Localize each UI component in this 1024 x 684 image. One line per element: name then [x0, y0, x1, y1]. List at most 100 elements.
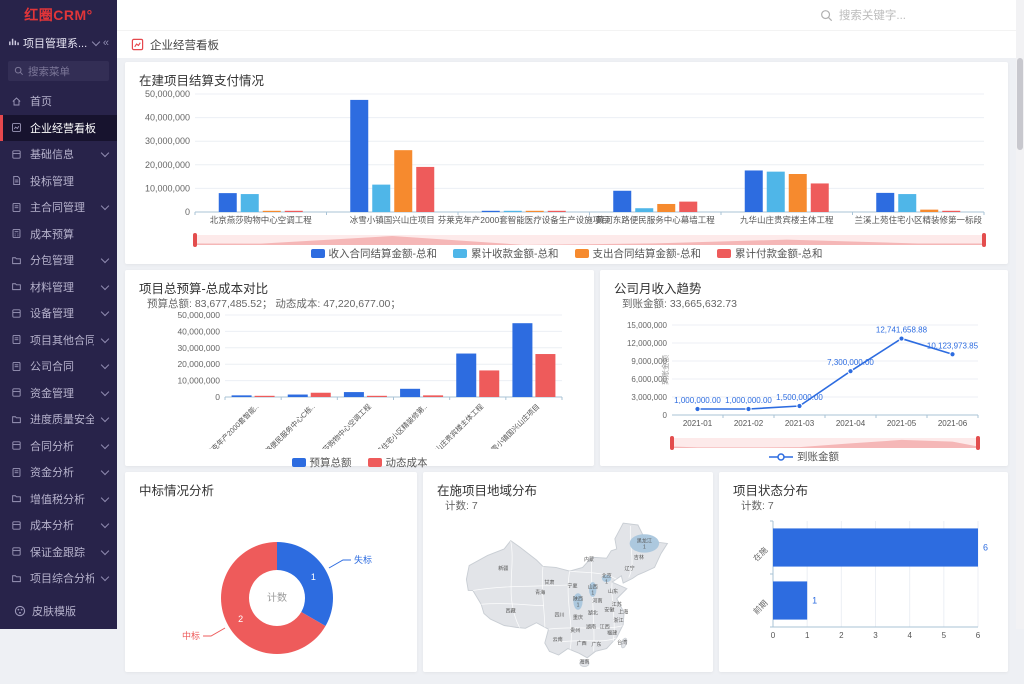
- data-zoom-handle-left[interactable]: [193, 233, 197, 247]
- legend-item[interactable]: 预算总额: [291, 455, 352, 470]
- sidebar-item-5[interactable]: 主合同管理: [0, 194, 117, 221]
- sidebar-collapse-icon[interactable]: «: [102, 37, 109, 49]
- svg-text:6: 6: [983, 543, 988, 553]
- data-zoom-handle-right[interactable]: [976, 436, 980, 450]
- svg-text:2021-04: 2021-04: [836, 419, 866, 428]
- folder-icon: [11, 493, 22, 504]
- sidebar-item-18[interactable]: 保证金跟踪: [0, 539, 117, 566]
- sidebar-item-7[interactable]: 分包管理: [0, 247, 117, 274]
- sidebar-item-12[interactable]: 资金管理: [0, 380, 117, 407]
- svg-text:西藏: 西藏: [506, 608, 516, 615]
- data-zoom-slider[interactable]: [193, 233, 986, 247]
- sidebar-item-8[interactable]: 材料管理: [0, 274, 117, 301]
- sidebar-item-11[interactable]: 公司合同: [0, 353, 117, 380]
- workspace-switcher[interactable]: 项目管理系... «: [0, 30, 117, 56]
- sidebar-item-4[interactable]: 投标管理: [0, 168, 117, 195]
- svg-text:2: 2: [238, 614, 243, 624]
- sidebar-item-16[interactable]: 增值税分析: [0, 486, 117, 513]
- board-icon: [11, 122, 22, 133]
- project-status-hbar-chart[interactable]: 0 1 2 3 4 5 6 在施 6 前期 1: [733, 513, 992, 643]
- svg-text:2021-02: 2021-02: [734, 419, 764, 428]
- svg-text:1: 1: [591, 591, 594, 597]
- svg-text:12,000,000: 12,000,000: [627, 339, 668, 348]
- chevron-down-icon: [100, 493, 110, 502]
- svg-text:10,000,000: 10,000,000: [145, 183, 190, 193]
- chart-title: 在施项目地域分布: [437, 484, 538, 498]
- sidebar-item-label: 项目其他合同: [30, 334, 94, 347]
- svg-text:30,000,000: 30,000,000: [177, 343, 220, 353]
- box-icon: [11, 440, 22, 451]
- chart-title: 在建项目结算支付情况: [139, 74, 265, 88]
- svg-text:5: 5: [942, 631, 947, 640]
- chevron-down-icon: [100, 573, 110, 582]
- svg-text:芬莱克年产2000套智能医疗设备生产设施项目: 芬莱克年产2000套智能医疗设备生产设施项目: [438, 215, 610, 225]
- bid-analysis-donut-chart[interactable]: 1 失标 2 中标 计数: [139, 496, 403, 666]
- data-zoom-handle-left[interactable]: [670, 436, 674, 450]
- svg-text:山西: 山西: [588, 584, 598, 591]
- svg-text:冰雪小镇国兴山庄项目: 冰雪小镇国兴山庄项目: [484, 402, 541, 449]
- sidebar-item-1[interactable]: 首页: [0, 88, 117, 115]
- tab-enterprise-dashboard[interactable]: 企业经营看板: [117, 30, 1024, 58]
- sidebar-item-13[interactable]: 进度质量安全: [0, 406, 117, 433]
- chart-legend: 到账金额: [614, 449, 994, 464]
- svg-text:1: 1: [311, 572, 316, 582]
- svg-text:2021-01: 2021-01: [683, 419, 713, 428]
- monthly-income-line-chart[interactable]: 0 3,000,000 6,000,000 9,000,000 12,000,000 15…: [614, 311, 994, 431]
- sidebar-item-9[interactable]: 设备管理: [0, 300, 117, 327]
- data-zoom-handle-right[interactable]: [982, 233, 986, 247]
- sidebar-item-15[interactable]: 资金分析: [0, 459, 117, 486]
- legend-item[interactable]: 累计付款金额-总和: [717, 246, 823, 261]
- sidebar: 红圈CRM° 项目管理系... « 搜索菜单 首页 企业经营看板 基础信息 投标管理主…: [0, 0, 117, 629]
- svg-text:失标: 失标: [354, 554, 372, 565]
- sidebar-item-label: 分包管理: [30, 255, 74, 268]
- svg-text:到账金额: 到账金额: [660, 355, 670, 385]
- card-bid-analysis: 中标情况分析 1 失标 2 中标 计数: [125, 472, 417, 672]
- svg-text:40,000,000: 40,000,000: [145, 113, 190, 123]
- chevron-down-icon: [100, 387, 110, 396]
- scrollbar-thumb[interactable]: [1017, 58, 1023, 150]
- sidebar-item-label: 进度质量安全: [30, 414, 94, 427]
- box-icon: [11, 387, 22, 398]
- sidebar-item-14[interactable]: 合同分析: [0, 433, 117, 460]
- contract-icon: [11, 202, 22, 213]
- menu-search-input[interactable]: 搜索菜单: [8, 61, 109, 81]
- svg-text:12,741,658.88: 12,741,658.88: [876, 326, 928, 335]
- legend-item[interactable]: 收入合同结算金额-总和: [310, 246, 437, 261]
- legend-item[interactable]: 到账金额: [769, 449, 839, 464]
- sidebar-item-label: 首页: [30, 96, 52, 109]
- search-icon: [14, 66, 24, 76]
- card-budget-cost: 项目总预算-总成本对比 预算总额: 83,677,485.52； 动态成本: 4…: [125, 270, 594, 472]
- settlement-payment-bar-chart[interactable]: 0 10,000,000 20,000,000 30,000,000 40,000,00…: [139, 86, 994, 228]
- svg-text:20,000,000: 20,000,000: [177, 359, 220, 369]
- svg-text:安徽: 安徽: [604, 607, 614, 614]
- map-count-label: 计数: 7: [445, 500, 478, 512]
- sidebar-item-label: 成本预算: [30, 228, 74, 241]
- sidebar-item-19[interactable]: 项目综合分析: [0, 565, 117, 592]
- budget-cost-bar-chart[interactable]: 0 10,000,000 20,000,000 30,000,000 40,000,00…: [139, 310, 580, 472]
- svg-text:云南: 云南: [553, 636, 563, 643]
- calc-icon: [11, 228, 22, 239]
- sidebar-item-2[interactable]: 企业经营看板: [0, 114, 117, 141]
- sidebar-item-3[interactable]: 基础信息: [0, 141, 117, 168]
- legend-item[interactable]: 动态成本: [367, 455, 428, 470]
- sidebar-item-label: 企业经营看板: [30, 122, 96, 135]
- sidebar-item-17[interactable]: 成本分析: [0, 512, 117, 539]
- data-zoom-slider[interactable]: [670, 436, 980, 450]
- sidebar-item-label: 投标管理: [30, 175, 74, 188]
- top-header: 搜索关键字...: [117, 0, 1024, 30]
- svg-text:辽宁: 辽宁: [625, 565, 635, 572]
- legend-item[interactable]: 累计收款金额-总和: [453, 246, 559, 261]
- svg-text:0: 0: [771, 631, 776, 640]
- svg-text:兰溪上苑住宅小区精装修第一标段: 兰溪上苑住宅小区精装修第一标段: [854, 215, 982, 225]
- home-icon: [11, 96, 22, 107]
- global-search-input[interactable]: 搜索关键字...: [820, 0, 906, 30]
- svg-text:2: 2: [839, 631, 844, 640]
- bar-count-label: 计数: 7: [741, 500, 774, 512]
- legend-item[interactable]: 支出合同结算金额-总和: [574, 246, 701, 261]
- svg-text:河南: 河南: [592, 597, 602, 604]
- sidebar-item-6[interactable]: 成本预算: [0, 221, 117, 248]
- folder-icon: [11, 573, 22, 584]
- sidebar-item-10[interactable]: 项目其他合同: [0, 327, 117, 354]
- skin-template-button[interactable]: 皮肤模版: [0, 603, 131, 619]
